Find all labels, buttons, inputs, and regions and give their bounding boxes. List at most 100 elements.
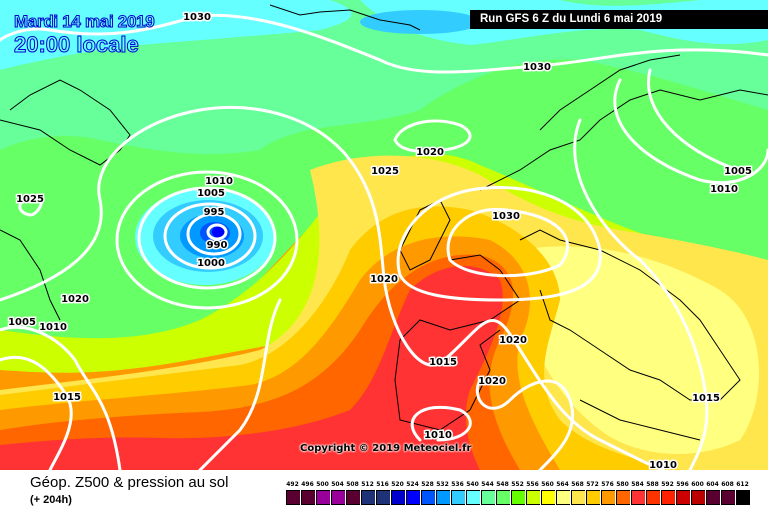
legend-item: 540 xyxy=(465,480,480,505)
isobars xyxy=(0,13,768,470)
legend-swatch xyxy=(600,490,615,505)
legend-swatch xyxy=(660,490,675,505)
isobar-label: 1020 xyxy=(499,335,527,346)
legend-item: 516 xyxy=(375,480,390,505)
legend-swatch xyxy=(645,490,660,505)
legend-item: 560 xyxy=(540,480,555,505)
legend-value: 504 xyxy=(331,481,344,488)
legend-item: 612 xyxy=(735,480,750,505)
legend-swatch xyxy=(315,490,330,505)
legend-value: 492 xyxy=(286,481,299,488)
forecast-date: Mardi 14 mai 2019 xyxy=(13,12,155,32)
legend-item: 552 xyxy=(510,480,525,505)
legend-value: 580 xyxy=(616,481,629,488)
isobar-label: 1010 xyxy=(39,322,67,333)
isobar-label: 1015 xyxy=(53,392,81,403)
isobar-label: 1020 xyxy=(370,274,398,285)
legend-value: 572 xyxy=(586,481,599,488)
legend-swatch xyxy=(375,490,390,505)
legend-swatch xyxy=(630,490,645,505)
legend-value: 540 xyxy=(466,481,479,488)
isobar-label: 1010 xyxy=(710,184,738,195)
legend-swatch xyxy=(390,490,405,505)
legend-value: 520 xyxy=(391,481,404,488)
legend-swatch xyxy=(345,490,360,505)
legend-swatch xyxy=(285,490,300,505)
legend-swatch xyxy=(555,490,570,505)
legend-item: 556 xyxy=(525,480,540,505)
legend-swatch xyxy=(690,490,705,505)
isobar-label: 1015 xyxy=(692,393,720,404)
map-title: Géop. Z500 & pression au sol xyxy=(30,474,229,491)
legend-swatch xyxy=(300,490,315,505)
legend-value: 544 xyxy=(481,481,494,488)
forecast-time: 20:00 locale xyxy=(14,32,140,58)
legend-item: 608 xyxy=(720,480,735,505)
legend-item: 572 xyxy=(585,480,600,505)
legend-item: 544 xyxy=(480,480,495,505)
legend-item: 536 xyxy=(450,480,465,505)
legend-value: 556 xyxy=(526,481,539,488)
legend-item: 604 xyxy=(705,480,720,505)
legend-item: 532 xyxy=(435,480,450,505)
legend-item: 580 xyxy=(615,480,630,505)
legend-item: 504 xyxy=(330,480,345,505)
legend-item: 508 xyxy=(345,480,360,505)
legend-value: 576 xyxy=(601,481,614,488)
legend-item: 500 xyxy=(315,480,330,505)
legend-item: 568 xyxy=(570,480,585,505)
legend-swatch xyxy=(675,490,690,505)
legend-value: 608 xyxy=(721,481,734,488)
legend-item: 520 xyxy=(390,480,405,505)
forecast-lead-time: (+ 204h) xyxy=(30,494,72,506)
legend-value: 604 xyxy=(706,481,719,488)
geopotential-fill xyxy=(0,0,768,470)
legend-swatch xyxy=(615,490,630,505)
legend-value: 552 xyxy=(511,481,524,488)
isobar-label: 995 xyxy=(204,207,225,218)
legend-swatch xyxy=(540,490,555,505)
legend-value: 592 xyxy=(661,481,674,488)
legend-swatch xyxy=(405,490,420,505)
legend-value: 596 xyxy=(676,481,689,488)
isobar-label: 1005 xyxy=(197,188,225,199)
legend-value: 536 xyxy=(451,481,464,488)
isobar-label: 1015 xyxy=(429,357,457,368)
legend-swatch xyxy=(480,490,495,505)
legend-item: 564 xyxy=(555,480,570,505)
legend-swatch xyxy=(735,490,750,505)
legend-value: 584 xyxy=(631,481,644,488)
copyright: Copyright © 2019 Meteociel.fr xyxy=(300,443,472,454)
legend-value: 516 xyxy=(376,481,389,488)
isobar-label: 1025 xyxy=(16,194,44,205)
legend-swatch xyxy=(450,490,465,505)
legend-item: 492 xyxy=(285,480,300,505)
legend-item: 548 xyxy=(495,480,510,505)
legend-item: 588 xyxy=(645,480,660,505)
isobar-label: 1005 xyxy=(8,317,36,328)
legend-value: 496 xyxy=(301,481,314,488)
legend-item: 528 xyxy=(420,480,435,505)
coastlines xyxy=(0,4,768,441)
legend-item: 584 xyxy=(630,480,645,505)
isobar-label: 1030 xyxy=(492,211,520,222)
legend-item: 512 xyxy=(360,480,375,505)
legend-swatch xyxy=(420,490,435,505)
isobar-label: 1005 xyxy=(724,166,752,177)
legend-swatch xyxy=(705,490,720,505)
legend-item: 576 xyxy=(600,480,615,505)
isobar-label: 1020 xyxy=(416,147,444,158)
isobar-label: 1010 xyxy=(424,430,452,441)
legend-swatch xyxy=(585,490,600,505)
legend-value: 560 xyxy=(541,481,554,488)
legend-swatch xyxy=(465,490,480,505)
legend-value: 528 xyxy=(421,481,434,488)
legend-value: 500 xyxy=(316,481,329,488)
legend-value: 512 xyxy=(361,481,374,488)
legend-value: 588 xyxy=(646,481,659,488)
isobar-label: 1010 xyxy=(649,460,677,470)
legend-swatch xyxy=(570,490,585,505)
legend-swatch xyxy=(360,490,375,505)
legend-item: 596 xyxy=(675,480,690,505)
isobar-label: 1020 xyxy=(61,294,89,305)
